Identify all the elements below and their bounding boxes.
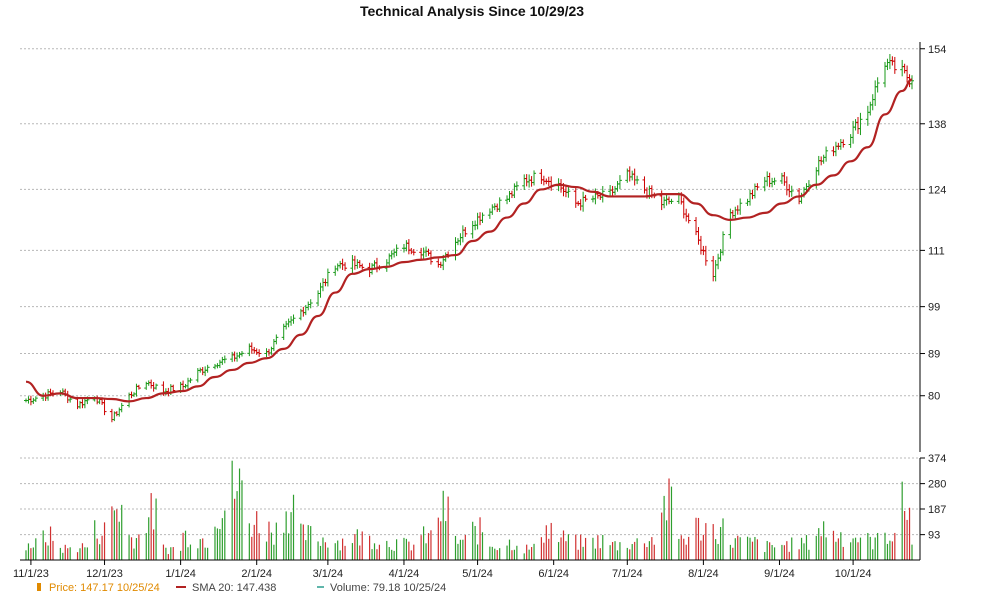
x-tick-label: 6/1/24 [538, 568, 569, 580]
gridlines [20, 48, 920, 536]
price-tick-label: 80 [928, 391, 940, 403]
legend: Price: 147.17 10/25/24 SMA 20: 147.438 V… [37, 582, 446, 594]
price-axis-ticks: 154 138 124 111 99 89 80 [920, 44, 946, 403]
x-tick-label: 1/1/24 [165, 568, 196, 580]
chart-title: Technical Analysis Since 10/29/23 [360, 3, 584, 19]
volume-tick-label: 187 [928, 504, 946, 516]
x-tick-label: 8/1/24 [688, 568, 719, 580]
x-axis-ticks: 11/1/23 12/1/23 1/1/24 2/1/24 3/1/24 4/1/24 5/… [13, 560, 871, 580]
volume-tick-label: 374 [928, 453, 946, 465]
volume-tick-label: 93 [928, 530, 940, 542]
x-tick-label: 3/1/24 [313, 568, 344, 580]
x-tick-label: 7/1/24 [612, 568, 643, 580]
price-legend-label: Price: 147.17 10/25/24 [49, 582, 160, 594]
price-bars [24, 54, 914, 423]
volume-legend-label: Volume: 79.18 10/25/24 [330, 582, 446, 594]
volume-bars [25, 460, 913, 560]
x-tick-label: 4/1/24 [389, 568, 420, 580]
x-tick-label: 2/1/24 [241, 568, 272, 580]
x-tick-label: 5/1/24 [462, 568, 493, 580]
volume-axis-ticks: 374 280 187 93 [920, 453, 946, 542]
price-legend-swatch [37, 583, 41, 591]
price-tick-label: 89 [928, 349, 940, 361]
price-tick-label: 111 [928, 245, 945, 257]
sma-20-line [25, 78, 913, 403]
sma-legend-label: SMA 20: 147.438 [192, 582, 276, 594]
volume-tick-label: 280 [928, 479, 946, 491]
x-tick-label: 11/1/23 [13, 568, 49, 580]
x-tick-label: 10/1/24 [835, 568, 872, 580]
x-tick-label: 9/1/24 [764, 568, 795, 580]
price-tick-label: 99 [928, 302, 940, 314]
x-tick-label: 12/1/23 [86, 568, 123, 580]
price-tick-label: 124 [928, 184, 946, 196]
price-tick-label: 138 [928, 119, 946, 131]
price-tick-label: 154 [928, 44, 946, 56]
